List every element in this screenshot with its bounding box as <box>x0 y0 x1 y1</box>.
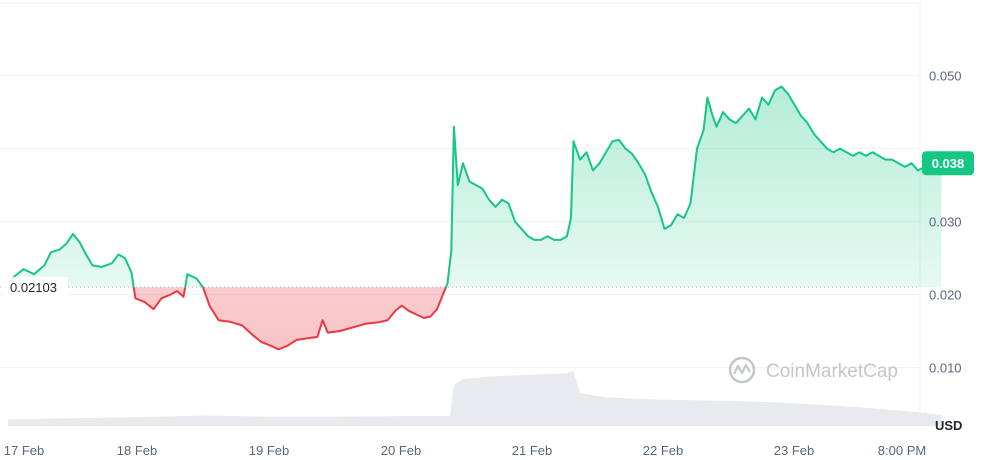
currency-label: USD <box>935 418 962 433</box>
watermark-text: CoinMarketCap <box>766 361 898 382</box>
x-tick-label: 17 Feb <box>4 443 44 458</box>
price-line-down <box>132 287 448 351</box>
coinmarketcap-logo-icon <box>728 356 756 384</box>
y-tick-label: 0.030 <box>929 215 962 230</box>
volume-area <box>8 371 942 426</box>
baseline-label: 0.02103 <box>2 277 68 298</box>
volume-bars <box>8 371 942 426</box>
x-tick-label: 22 Feb <box>643 443 683 458</box>
x-tick-label: 23 Feb <box>774 443 814 458</box>
y-axis: 0.050 0.030 0.020 0.010 <box>929 69 962 376</box>
x-axis: 17 Feb 18 Feb 19 Feb 20 Feb 21 Feb 22 Feb 23 F… <box>4 443 926 458</box>
price-line-up <box>7 85 943 288</box>
area-below-baseline <box>8 287 942 350</box>
current-price-value: 0.038 <box>932 156 965 171</box>
baseline-value: 0.02103 <box>10 280 57 295</box>
y-tick-label: 0.010 <box>929 361 962 376</box>
current-price-tag: 0.038 <box>922 151 974 176</box>
x-tick-label: 20 Feb <box>381 443 421 458</box>
watermark: CoinMarketCap <box>728 356 898 384</box>
price-line <box>7 85 943 351</box>
price-area <box>8 86 942 350</box>
x-tick-label: 19 Feb <box>249 443 289 458</box>
y-tick-label: 0.020 <box>929 288 962 303</box>
x-tick-label: 18 Feb <box>117 443 157 458</box>
x-tick-label: 8:00 PM <box>878 443 926 458</box>
x-tick-label: 21 Feb <box>512 443 552 458</box>
y-tick-label: 0.050 <box>929 69 962 84</box>
area-above-baseline <box>8 86 942 288</box>
